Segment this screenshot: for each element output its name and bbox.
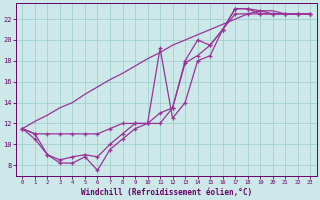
X-axis label: Windchill (Refroidissement éolien,°C): Windchill (Refroidissement éolien,°C) [81,188,252,197]
